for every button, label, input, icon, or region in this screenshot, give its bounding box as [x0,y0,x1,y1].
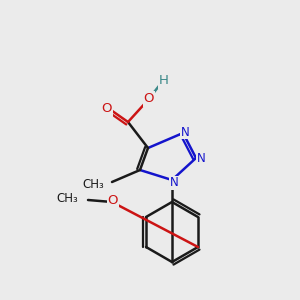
Text: CH₃: CH₃ [56,193,78,206]
Text: H: H [159,74,169,88]
Text: N: N [181,125,189,139]
Text: N: N [169,176,178,190]
Text: N: N [196,152,206,164]
Text: O: O [144,92,154,106]
Text: O: O [108,194,118,208]
Text: CH₃: CH₃ [82,178,104,190]
Text: O: O [102,103,112,116]
